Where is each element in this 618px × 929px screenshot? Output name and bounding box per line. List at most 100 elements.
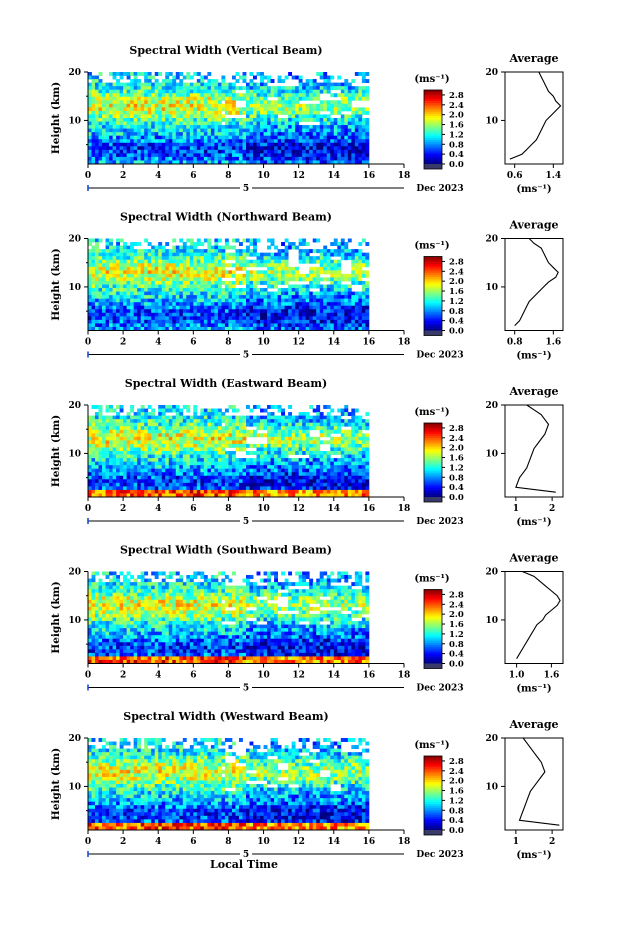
heatmap-cell — [137, 93, 142, 98]
heatmap-cell — [151, 326, 156, 331]
heatmap-cell — [189, 135, 194, 140]
heatmap-cell — [344, 242, 349, 246]
colorbar-swatch — [424, 138, 442, 141]
heatmap-cell — [203, 305, 208, 310]
heatmap-cell — [246, 110, 250, 115]
heatmap-cell — [246, 82, 250, 87]
heatmap-cell — [253, 107, 257, 112]
heatmap-cell — [228, 454, 233, 459]
heatmap-cell — [88, 458, 92, 463]
heatmap-cell — [186, 149, 191, 154]
heatmap-cell — [242, 429, 247, 434]
heatmap-cell — [172, 160, 177, 165]
heatmap-cell — [112, 266, 117, 271]
heatmap-cell — [161, 118, 166, 122]
heatmap-cell — [172, 280, 177, 285]
heatmap-cell — [133, 93, 138, 98]
heatmap-cell — [91, 288, 96, 292]
heatmap-cell — [175, 458, 180, 463]
heatmap-cell — [137, 135, 142, 140]
heatmap-cell — [147, 312, 152, 317]
heatmap-cell — [316, 447, 321, 452]
heatmap-cell — [288, 443, 293, 448]
heatmap-cell — [91, 429, 96, 434]
colorbar-swatch — [424, 280, 442, 283]
heatmap-cell — [284, 107, 289, 112]
heatmap-cell — [98, 121, 103, 126]
heatmap-cell — [126, 100, 131, 105]
heatmap-cell — [231, 100, 236, 105]
heatmap-cell — [88, 110, 92, 115]
heatmap-cell — [161, 89, 166, 94]
heatmap-cell — [144, 408, 149, 413]
heatmap-cell — [291, 284, 296, 289]
heatmap-cell — [354, 118, 359, 122]
heatmap-cell — [238, 135, 243, 140]
heatmap-cell — [291, 270, 296, 275]
heatmap-cell — [193, 156, 198, 161]
heatmap-cell — [291, 426, 296, 431]
heatmap-cell — [246, 100, 250, 105]
heatmap-cell — [130, 153, 135, 158]
heatmap-cell — [333, 135, 338, 140]
heatmap-cell — [323, 440, 328, 445]
heatmap-cell — [221, 153, 226, 158]
heatmap-cell — [249, 79, 254, 84]
heatmap-cell — [231, 323, 236, 328]
heatmap-cell — [309, 284, 314, 289]
heatmap-cell — [231, 415, 236, 420]
heatmap-cell — [130, 245, 135, 250]
heatmap-cell — [340, 284, 345, 289]
heatmap-cell — [147, 266, 152, 271]
heatmap-cell — [158, 249, 163, 254]
heatmap-cell — [270, 312, 275, 317]
heatmap-cell — [249, 270, 254, 275]
heatmap-cell — [151, 107, 156, 112]
heatmap-cell — [270, 295, 275, 300]
heatmap-cell — [274, 426, 278, 431]
heatmap-cell — [263, 288, 268, 292]
heatmap-cell — [284, 458, 289, 463]
heatmap-cell — [119, 146, 124, 151]
heatmap-cell — [309, 103, 314, 108]
heatmap-cell — [337, 429, 342, 434]
heatmap-cell — [161, 114, 166, 119]
heatmap-cell — [267, 433, 271, 438]
heatmap-cell — [98, 415, 103, 420]
heatmap-cell — [144, 103, 149, 108]
heatmap-cell — [238, 273, 243, 278]
heatmap-cell — [137, 419, 142, 424]
heatmap-cell — [182, 146, 187, 151]
heatmap-cell — [309, 305, 314, 310]
heatmap-cell — [274, 291, 278, 296]
heatmap-cell — [126, 412, 131, 417]
heatmap-cell — [238, 426, 243, 431]
heatmap-cell — [221, 107, 226, 112]
heatmap-cell — [354, 273, 359, 278]
heatmap-cell — [210, 319, 215, 324]
heatmap-cell — [246, 291, 250, 296]
heatmap-cell — [295, 110, 300, 115]
heatmap-cell — [330, 443, 335, 448]
heatmap-cell — [207, 107, 212, 112]
heatmap-cell — [189, 426, 194, 431]
heatmap-cell — [109, 454, 113, 459]
heatmap-cell — [351, 309, 356, 314]
heatmap-cell — [105, 242, 110, 246]
heatmap-cell — [270, 118, 275, 122]
heatmap-cell — [151, 93, 156, 98]
heatmap-cell — [165, 440, 170, 445]
heatmap-cell — [116, 280, 120, 285]
heatmap-cell — [119, 153, 124, 158]
heatmap-cell — [277, 280, 282, 285]
heatmap-cell — [361, 125, 366, 130]
heatmap-cell — [235, 96, 240, 101]
heatmap-cell — [330, 273, 335, 278]
heatmap-cell — [154, 103, 159, 108]
heatmap-cell — [179, 135, 184, 140]
heatmap-cell — [284, 263, 289, 268]
heatmap-cell — [98, 436, 103, 441]
heatmap-cell — [330, 298, 335, 303]
heatmap-cell — [109, 422, 113, 427]
heatmap-cell — [200, 128, 205, 133]
